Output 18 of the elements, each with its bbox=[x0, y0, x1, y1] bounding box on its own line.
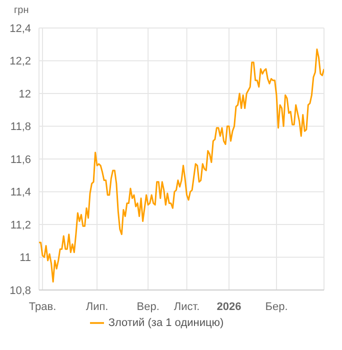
y-tick-label: 11,2 bbox=[10, 219, 31, 232]
y-tick-label: 12,4 bbox=[10, 22, 31, 35]
x-tick-label: Лип. bbox=[86, 301, 108, 313]
y-tick-label: 11,4 bbox=[10, 186, 31, 199]
x-tick-label: Вер. bbox=[136, 301, 160, 313]
y-tick-label: 11,8 bbox=[10, 121, 31, 134]
y-tick-label: 12 bbox=[18, 88, 31, 100]
x-tick-label: Бер. bbox=[265, 301, 288, 313]
line-series bbox=[39, 48, 324, 283]
x-tick-label: Лист. bbox=[174, 301, 200, 313]
y-tick-label: 11 bbox=[20, 252, 31, 264]
y-tick-label: 12,2 bbox=[10, 56, 31, 68]
y-tick-label: 11,6 bbox=[10, 154, 31, 166]
x-tick-label: Трав. bbox=[28, 301, 56, 313]
x-tick-label: 2026 bbox=[216, 301, 242, 313]
y-tick-label: 10,8 bbox=[10, 284, 31, 297]
legend-label: Злотий (за 1 одиницю) bbox=[108, 316, 224, 329]
y-axis-title: грн bbox=[14, 5, 29, 16]
